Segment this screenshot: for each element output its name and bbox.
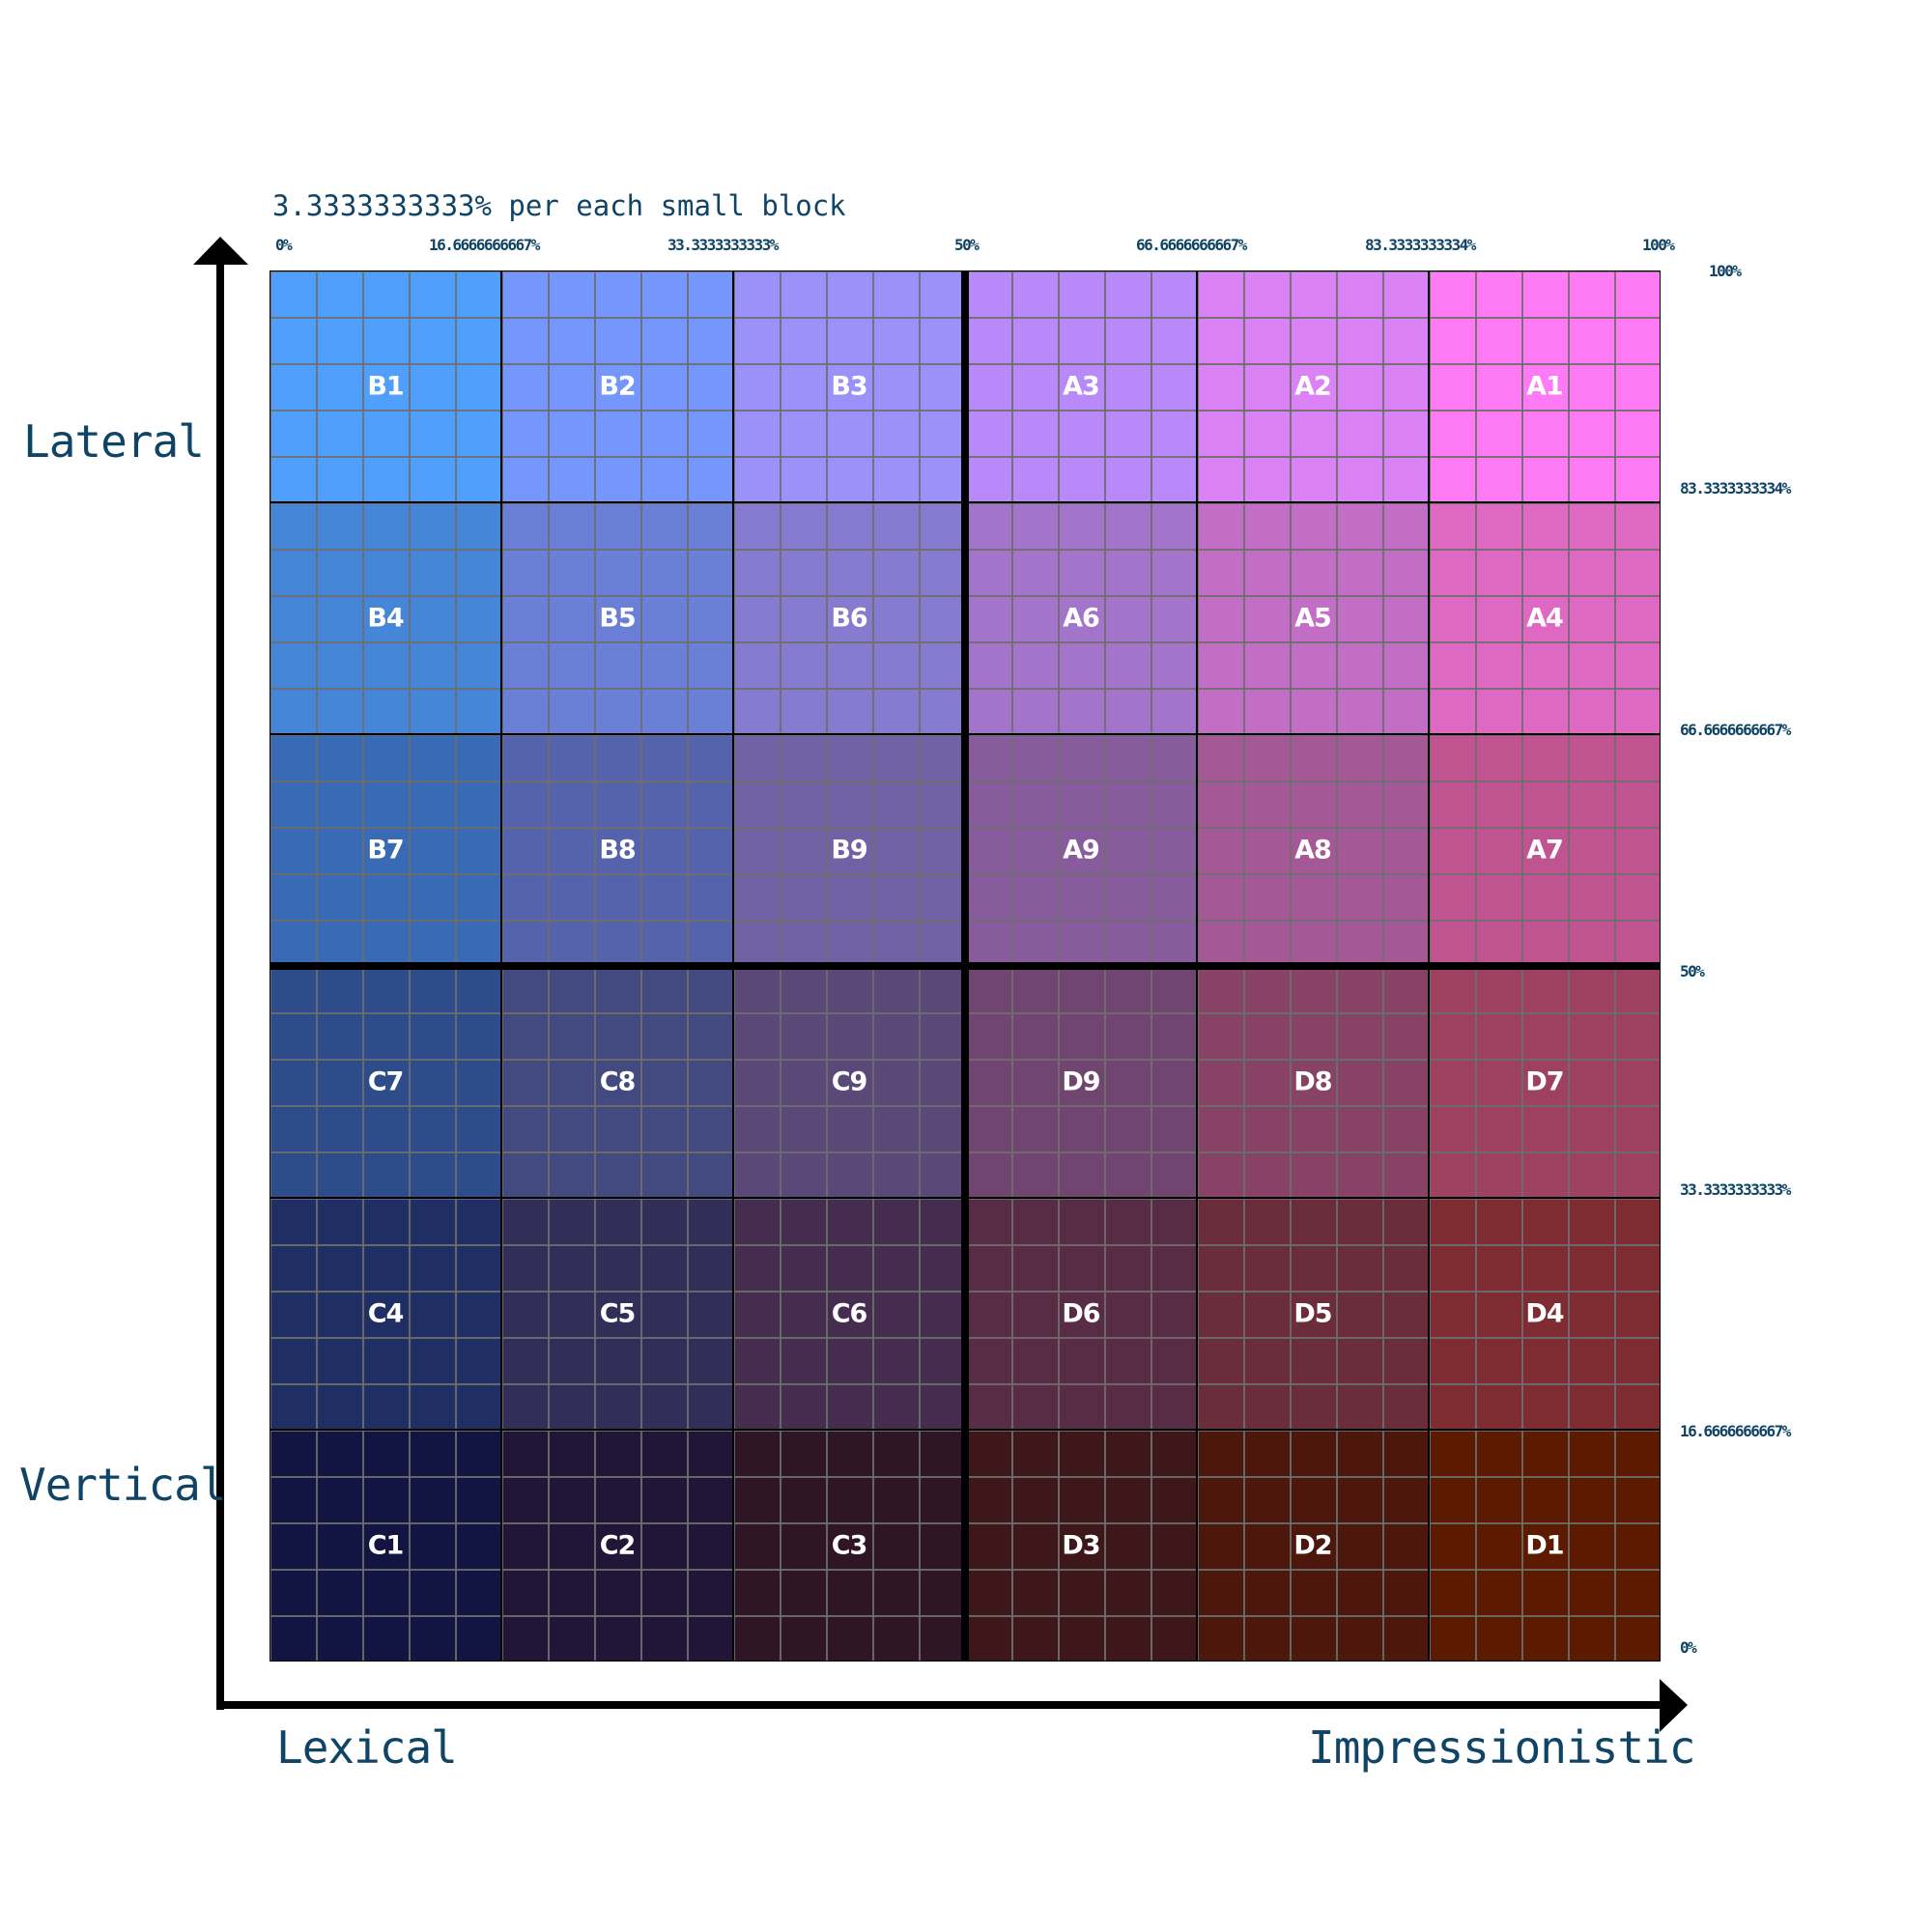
x-axis-arrow	[216, 1679, 1688, 1732]
block-b2: B2	[501, 270, 733, 502]
y-tick-4: 33.3333333333%	[1680, 1180, 1791, 1199]
block-d3: D3	[965, 1430, 1197, 1662]
block-c8: C8	[501, 966, 733, 1198]
block-d7: D7	[1429, 966, 1661, 1198]
block-a5: A5	[1197, 502, 1429, 734]
x-tick-5: 83.3333333334%	[1365, 236, 1476, 254]
y-tick-6: 0%	[1680, 1638, 1697, 1657]
block-label: C4	[367, 1298, 405, 1329]
block-label: A7	[1526, 835, 1564, 866]
block-d8: D8	[1197, 966, 1429, 1198]
block-label: B7	[367, 835, 404, 866]
block-label: A8	[1294, 835, 1332, 866]
x-tick-6: 100%	[1642, 236, 1675, 254]
block-c5: C5	[501, 1198, 733, 1430]
block-label: A4	[1526, 603, 1564, 634]
block-b9: B9	[733, 734, 965, 966]
block-a9: A9	[965, 734, 1197, 966]
y-tick-2: 66.6666666667%	[1680, 721, 1791, 739]
block-grid: B1 B2 B3 A3 A2 A1 B4 B5 B6 A6 A5 A4 B7 B…	[270, 270, 1661, 1662]
x-tick-3: 50%	[954, 236, 980, 254]
block-label: A6	[1063, 603, 1100, 634]
block-a7: A7	[1429, 734, 1661, 966]
chart-title: 3.3333333333% per each small block	[272, 189, 846, 222]
block-d6: D6	[965, 1198, 1197, 1430]
x-tick-2: 33.3333333333%	[668, 236, 779, 254]
block-c1: C1	[270, 1430, 501, 1662]
x-tick-4: 66.6666666667%	[1136, 236, 1247, 254]
block-label: A3	[1063, 371, 1100, 402]
block-label: D1	[1525, 1530, 1564, 1561]
block-a1: A1	[1429, 270, 1661, 502]
quadrant-divider-horizontal	[270, 962, 1661, 970]
block-d2: D2	[1197, 1430, 1429, 1662]
block-label: B6	[831, 603, 867, 634]
y-tick-1: 83.3333333334%	[1680, 479, 1791, 497]
x-tick-1: 16.6666666667%	[429, 236, 540, 254]
block-b8: B8	[501, 734, 733, 966]
block-d1: D1	[1429, 1430, 1661, 1662]
block-label: D8	[1293, 1066, 1332, 1097]
block-label: D9	[1062, 1066, 1100, 1097]
block-d5: D5	[1197, 1198, 1429, 1430]
y-label-bottom: Vertical	[19, 1459, 227, 1511]
block-label: C9	[831, 1066, 868, 1097]
block-a2: A2	[1197, 270, 1429, 502]
block-label: D7	[1525, 1066, 1564, 1097]
block-label: D5	[1293, 1298, 1332, 1329]
block-a6: A6	[965, 502, 1197, 734]
block-a3: A3	[965, 270, 1197, 502]
arrow-up-icon	[193, 237, 248, 265]
block-b6: B6	[733, 502, 965, 734]
block-label: D2	[1293, 1530, 1332, 1561]
block-c2: C2	[501, 1430, 733, 1662]
block-c7: C7	[270, 966, 501, 1198]
block-label: B3	[831, 371, 867, 402]
block-label: A2	[1294, 371, 1332, 402]
block-label: D3	[1062, 1530, 1100, 1561]
block-d4: D4	[1429, 1198, 1661, 1430]
block-a8: A8	[1197, 734, 1429, 966]
block-a4: A4	[1429, 502, 1661, 734]
block-b5: B5	[501, 502, 733, 734]
block-label: D6	[1062, 1298, 1100, 1329]
block-label: A1	[1526, 371, 1564, 402]
block-b3: B3	[733, 270, 965, 502]
y-tick-3: 50%	[1680, 962, 1705, 980]
y-tick-5: 16.6666666667%	[1680, 1422, 1791, 1440]
block-label: A9	[1063, 835, 1100, 866]
x-label-left: Lexical	[276, 1721, 458, 1774]
block-label: B2	[599, 371, 636, 402]
block-b1: B1	[270, 270, 501, 502]
block-label: B8	[599, 835, 636, 866]
block-label: C8	[599, 1066, 637, 1097]
block-c3: C3	[733, 1430, 965, 1662]
block-label: B4	[367, 603, 404, 634]
x-tick-0: 0%	[275, 236, 293, 254]
y-label-top: Lateral	[23, 415, 205, 468]
block-label: C6	[831, 1298, 868, 1329]
block-label: B5	[599, 603, 636, 634]
block-label: C7	[367, 1066, 405, 1097]
x-label-right: Impressionistic	[1308, 1721, 1695, 1774]
y-tick-0: 100%	[1709, 262, 1742, 280]
block-d9: D9	[965, 966, 1197, 1198]
block-label: C3	[831, 1530, 868, 1561]
block-c9: C9	[733, 966, 965, 1198]
block-label: C1	[367, 1530, 405, 1561]
block-c4: C4	[270, 1198, 501, 1430]
block-label: C5	[599, 1298, 637, 1329]
block-label: B1	[367, 371, 404, 402]
block-label: B9	[831, 835, 867, 866]
block-b7: B7	[270, 734, 501, 966]
arrow-right-icon	[1660, 1679, 1688, 1732]
block-c6: C6	[733, 1198, 965, 1430]
y-axis-arrow	[193, 237, 248, 1710]
block-b4: B4	[270, 502, 501, 734]
block-label: D4	[1525, 1298, 1564, 1329]
block-label: A5	[1294, 603, 1332, 634]
block-label: C2	[599, 1530, 637, 1561]
